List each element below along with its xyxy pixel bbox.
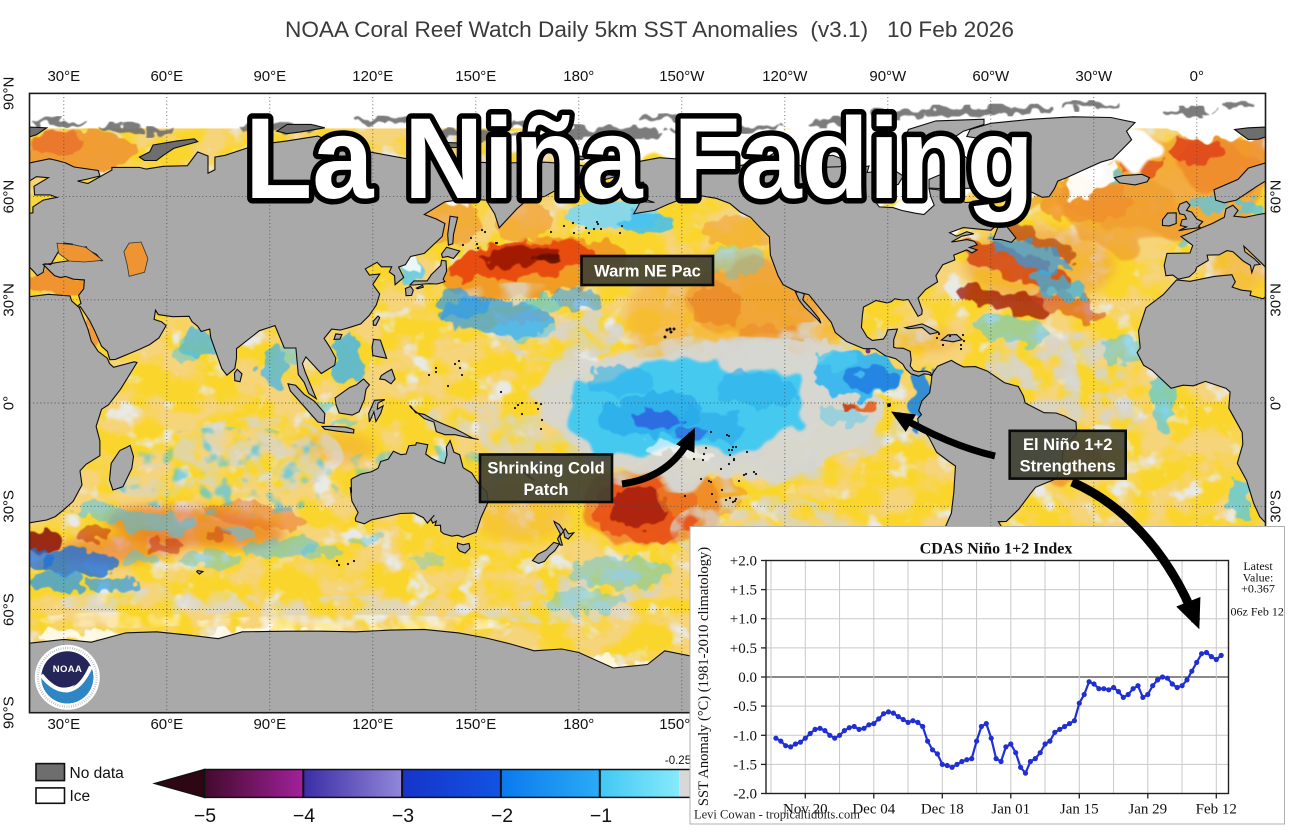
svg-text:0°: 0° bbox=[1268, 396, 1285, 410]
svg-text:60°N: 60°N bbox=[1268, 180, 1285, 214]
svg-text:-1.5: -1.5 bbox=[733, 757, 757, 773]
svg-text:−1: −1 bbox=[590, 805, 612, 827]
svg-text:Shrinking Cold: Shrinking Cold bbox=[487, 460, 604, 478]
svg-text:30°N: 30°N bbox=[1268, 283, 1285, 317]
svg-text:−2: −2 bbox=[491, 805, 513, 827]
svg-text:SST Anomaly (°C) (1981-2010 cl: SST Anomaly (°C) (1981-2010 climatology) bbox=[696, 547, 712, 806]
svg-text:Strengthens: Strengthens bbox=[1020, 458, 1116, 476]
svg-text:0.0: 0.0 bbox=[738, 670, 757, 686]
svg-text:Latest: Latest bbox=[1243, 559, 1273, 573]
svg-text:+2.0: +2.0 bbox=[730, 554, 757, 570]
svg-text:150°E: 150°E bbox=[455, 68, 496, 85]
svg-text:30°N: 30°N bbox=[1, 283, 18, 317]
svg-text:El Niño 1+2: El Niño 1+2 bbox=[1023, 436, 1112, 454]
svg-text:+1.5: +1.5 bbox=[730, 583, 757, 599]
svg-text:150°W: 150°W bbox=[659, 68, 705, 85]
svg-text:90°W: 90°W bbox=[869, 68, 907, 85]
svg-text:+0.367: +0.367 bbox=[1241, 582, 1275, 596]
svg-text:−4: −4 bbox=[293, 805, 315, 827]
svg-text:Jan 01: Jan 01 bbox=[991, 802, 1030, 818]
svg-text:-1.0: -1.0 bbox=[733, 728, 757, 744]
svg-text:Feb 12: Feb 12 bbox=[1196, 802, 1237, 818]
svg-text:06z Feb 12: 06z Feb 12 bbox=[1231, 604, 1284, 618]
svg-text:60°N: 60°N bbox=[1, 180, 18, 214]
svg-text:-0.25: -0.25 bbox=[665, 755, 691, 767]
svg-text:60°W: 60°W bbox=[972, 68, 1010, 85]
svg-text:Nov 20: Nov 20 bbox=[783, 802, 828, 818]
svg-text:60°E: 60°E bbox=[150, 716, 183, 733]
svg-text:Jan 29: Jan 29 bbox=[1128, 802, 1167, 818]
svg-text:180°: 180° bbox=[563, 716, 594, 733]
svg-text:60°E: 60°E bbox=[150, 68, 183, 85]
svg-text:No data: No data bbox=[70, 765, 125, 782]
svg-text:30°W: 30°W bbox=[1075, 68, 1113, 85]
svg-text:Warm NE Pac: Warm NE Pac bbox=[594, 263, 701, 281]
svg-text:Value:: Value: bbox=[1243, 570, 1274, 584]
svg-text:120°W: 120°W bbox=[762, 68, 808, 85]
svg-text:−3: −3 bbox=[392, 805, 414, 827]
svg-text:90°E: 90°E bbox=[253, 716, 286, 733]
svg-text:90°S: 90°S bbox=[1, 696, 18, 729]
svg-text:30°E: 30°E bbox=[47, 68, 80, 85]
svg-text:Levi Cowan - tropicaltidbits.c: Levi Cowan - tropicaltidbits.com bbox=[694, 808, 860, 822]
svg-text:Dec 18: Dec 18 bbox=[921, 802, 964, 818]
svg-text:−5: −5 bbox=[194, 805, 216, 827]
svg-text:NOAA: NOAA bbox=[53, 664, 83, 675]
svg-text:Dec 04: Dec 04 bbox=[852, 802, 895, 818]
svg-text:0°: 0° bbox=[1, 396, 18, 410]
svg-text:0°: 0° bbox=[1190, 68, 1204, 85]
svg-text:60°S: 60°S bbox=[1, 593, 18, 626]
svg-text:+0.5: +0.5 bbox=[730, 641, 757, 657]
svg-text:30°S: 30°S bbox=[1, 490, 18, 523]
svg-text:-2.0: -2.0 bbox=[733, 787, 757, 803]
svg-text:180°: 180° bbox=[563, 68, 594, 85]
svg-text:30°E: 30°E bbox=[47, 716, 80, 733]
svg-text:Jan 15: Jan 15 bbox=[1060, 802, 1099, 818]
svg-text:120°E: 120°E bbox=[352, 716, 393, 733]
svg-text:120°E: 120°E bbox=[352, 68, 393, 85]
svg-text:150°E: 150°E bbox=[455, 716, 496, 733]
svg-text:90°E: 90°E bbox=[253, 68, 286, 85]
svg-text:Ice: Ice bbox=[70, 788, 91, 805]
svg-text:Patch: Patch bbox=[524, 481, 569, 499]
svg-text:30°S: 30°S bbox=[1268, 490, 1285, 523]
svg-text:CDAS Niño 1+2 Index: CDAS Niño 1+2 Index bbox=[920, 541, 1073, 558]
svg-text:+1.0: +1.0 bbox=[730, 612, 757, 628]
svg-text:90°N: 90°N bbox=[1, 77, 18, 111]
svg-text:-0.5: -0.5 bbox=[733, 699, 757, 715]
svg-text:NOAA Coral Reef Watch Daily 5k: NOAA Coral Reef Watch Daily 5km SST Anom… bbox=[285, 17, 1014, 42]
svg-text:La Niña Fading: La Niña Fading bbox=[245, 95, 1034, 223]
